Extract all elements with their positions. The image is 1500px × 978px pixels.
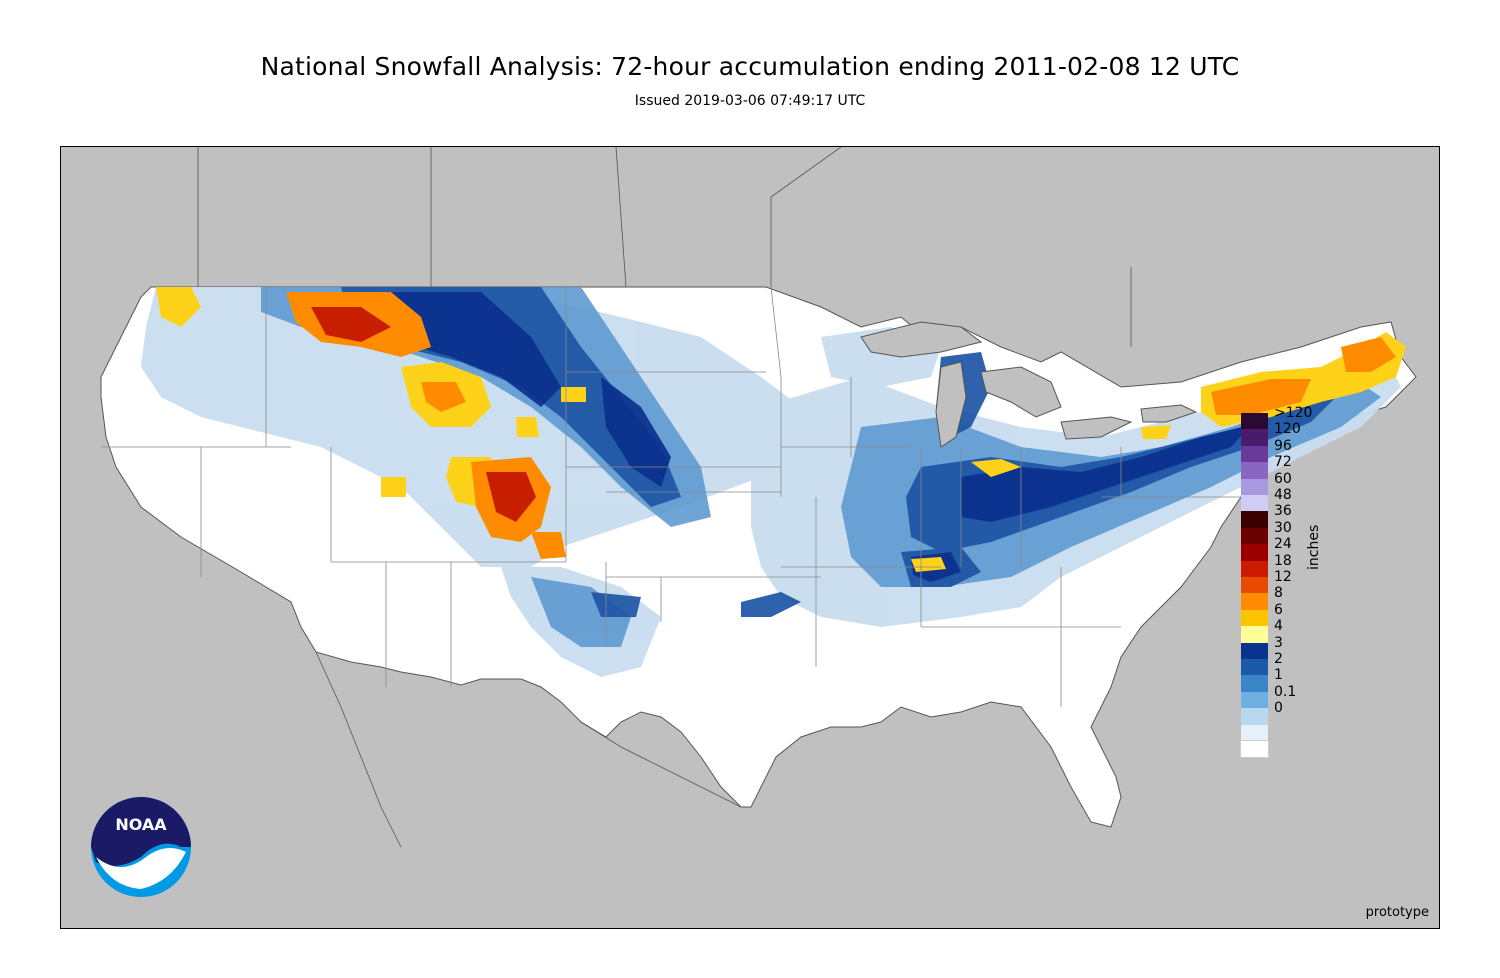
snow-heavy-east [911, 332, 1406, 572]
legend-swatch [1241, 544, 1268, 561]
map-title: National Snowfall Analysis: 72-hour accu… [260, 52, 1240, 81]
legend: >120 120 96 72 60 48 36 30 24 18 12 8 6 4 3 2 1 0.1 0 [1240, 405, 1351, 759]
state-borders [101, 286, 1241, 707]
legend-row: 4 [1241, 618, 1351, 643]
legend-label: 2 [1274, 651, 1283, 667]
legend-swatch [1241, 609, 1268, 627]
legend-swatch [1241, 708, 1268, 725]
legend-swatch [1241, 560, 1268, 577]
legend-row: 96 [1241, 438, 1351, 463]
legend-label: 72 [1274, 454, 1292, 471]
canada-borders [197, 147, 1132, 347]
legend-row: 0.1 [1241, 684, 1351, 709]
legend-row: 18 [1241, 553, 1351, 577]
legend-swatch [1241, 413, 1268, 430]
legend-label: 4 [1274, 618, 1283, 635]
legend-swatch [1241, 462, 1268, 479]
snowfall-map: prototype NOAA [60, 146, 1440, 929]
great-lakes [860, 321, 1198, 448]
legend-swatch [1241, 429, 1268, 446]
legend-label: 3 [1274, 634, 1283, 651]
issued-timestamp: Issued 2019-03-06 07:49:17 UTC [634, 93, 866, 109]
legend-label: 36 [1274, 503, 1292, 520]
legend-swatch [1240, 739, 1269, 759]
legend-row: 8 [1241, 585, 1351, 610]
coastline-details [315, 651, 742, 848]
legend-swatch [1241, 495, 1268, 512]
legend-label: 1 [1274, 667, 1283, 684]
legend-swatch [1241, 577, 1268, 594]
legend-row: 3 [1241, 635, 1351, 659]
legend-swatch [1241, 511, 1268, 528]
noaa-logo-text: NOAA [115, 815, 167, 834]
legend-row: 12 [1241, 569, 1351, 594]
legend-label: >120 [1274, 405, 1313, 421]
legend-swatch [1241, 642, 1268, 659]
legend-label: 30 [1274, 519, 1292, 536]
legend-label: 48 [1274, 487, 1292, 503]
legend-swatch [1241, 445, 1268, 463]
legend-label: 24 [1274, 536, 1292, 553]
legend-label: 96 [1274, 437, 1292, 454]
legend-row: >120 [1241, 405, 1351, 430]
legend-units-label: inches [1306, 524, 1322, 570]
legend-row: 0 [1241, 700, 1351, 725]
legend-swatch [1241, 593, 1268, 610]
legend-label: 120 [1274, 421, 1301, 438]
legend-label: 12 [1274, 569, 1292, 585]
legend-row: 24 [1241, 536, 1351, 561]
legend-row: 2 [1241, 651, 1351, 676]
legend-swatch [1241, 675, 1268, 692]
legend-label: 0.1 [1274, 683, 1297, 700]
legend-swatch [1241, 691, 1268, 709]
legend-row: 36 [1241, 503, 1351, 528]
legend-row: 120 [1241, 421, 1351, 446]
legend-row [1240, 739, 1351, 759]
prototype-watermark: prototype [1366, 905, 1429, 920]
map-canvas: prototype NOAA [61, 147, 1439, 928]
legend-label: 6 [1274, 601, 1283, 618]
legend-row: 6 [1241, 602, 1351, 627]
legend-label: 0 [1274, 700, 1283, 717]
legend-swatch [1241, 724, 1268, 741]
legend-row: 60 [1241, 471, 1351, 495]
legend-row: 72 [1241, 454, 1351, 479]
legend-swatch [1241, 478, 1268, 495]
legend-label: 18 [1274, 552, 1292, 569]
legend-row: 30 [1241, 520, 1351, 545]
snow-heavy-west [156, 287, 586, 559]
legend-label: 60 [1274, 470, 1292, 487]
legend-row [1241, 724, 1351, 741]
legend-row: 1 [1241, 667, 1351, 692]
legend-label: 8 [1274, 585, 1283, 602]
noaa-logo: NOAA [91, 797, 191, 897]
legend-swatch [1241, 527, 1268, 545]
legend-swatch [1241, 626, 1268, 643]
legend-row: 48 [1241, 487, 1351, 512]
legend-swatch [1241, 659, 1268, 676]
